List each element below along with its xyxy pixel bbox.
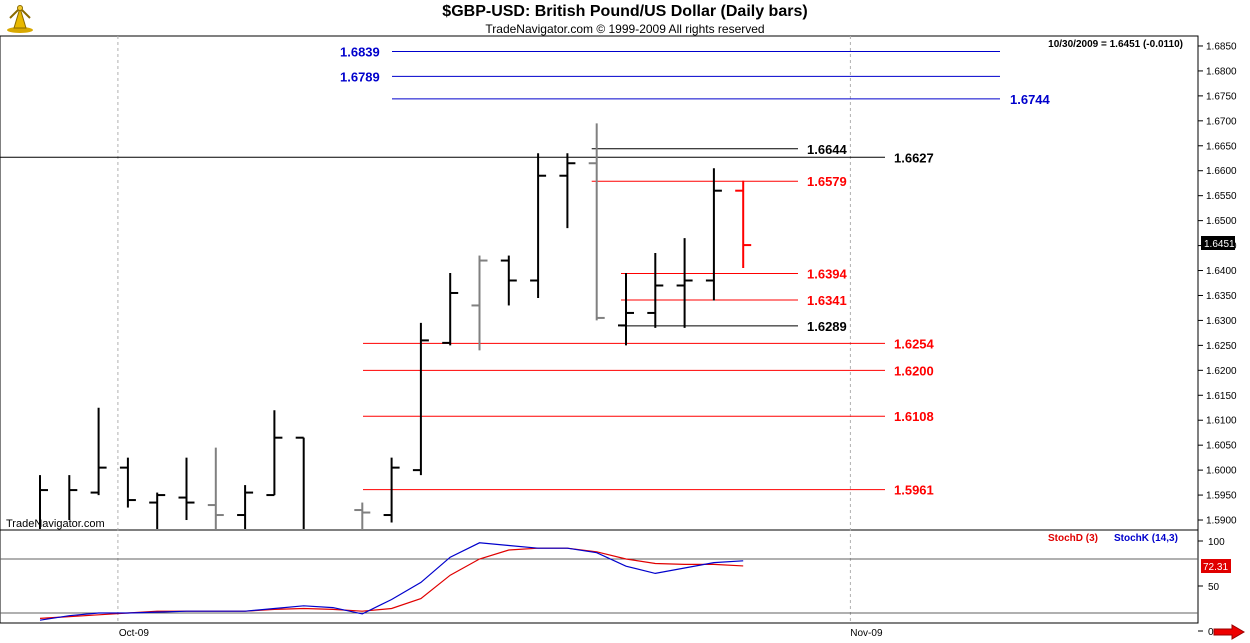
level-label: 1.6644 <box>807 142 848 157</box>
level-label: 1.6789 <box>340 69 380 84</box>
last-quote-label: 10/30/2009 = 1.6451 (-0.0110) <box>1048 39 1183 50</box>
y-tick-label: 1.6550 <box>1206 191 1237 202</box>
stoch-y-tick-label: 100 <box>1208 537 1225 548</box>
levels-layer: 1.6839 1.6789 1.6744 1.6644 1.6627 1.6579 1.63… <box>0 44 1051 498</box>
chart-header: $GBP-USD: British Pound/US Dollar (Daily… <box>0 0 1250 36</box>
stoch-line <box>39 547 744 619</box>
grid-layer <box>0 36 1198 623</box>
y-tick-label: 1.5950 <box>1206 491 1237 502</box>
y-tick-label: 1.6400 <box>1206 266 1237 277</box>
level-label: 1.6254 <box>894 336 935 351</box>
axis-layer: Oct-09 Nov-09 1.6850 1.6800 1.6750 1.6700 1.66… <box>119 41 1237 639</box>
stoch-y-tick-label: 50 <box>1208 582 1220 593</box>
level-label: 1.6627 <box>894 150 934 165</box>
stoch-value-tag: 72.31 <box>1203 562 1228 573</box>
y-tick-label: 1.6150 <box>1206 391 1237 402</box>
watermark: TradeNavigator.com <box>6 518 105 530</box>
y-tick-label: 1.6250 <box>1206 341 1237 352</box>
chart-title: $GBP-USD: British Pound/US Dollar (Daily… <box>442 3 808 20</box>
y-tick-label: 1.6650 <box>1206 141 1237 152</box>
current-price-tag: 1.6451 <box>1204 239 1235 250</box>
y-tick-label: 1.6800 <box>1206 66 1237 77</box>
level-label: 1.6394 <box>807 267 848 282</box>
price-panel-frame <box>0 35 1199 531</box>
y-tick-label: 1.6050 <box>1206 441 1237 452</box>
y-tick-label: 1.6000 <box>1206 466 1237 477</box>
y-tick-label: 1.6100 <box>1206 416 1237 427</box>
chart-subtitle: TradeNavigator.com © 1999-2009 All right… <box>485 22 765 36</box>
red-right-arrow-icon[interactable] <box>1212 624 1246 640</box>
level-label: 1.6341 <box>807 293 847 308</box>
current-price-tag-bg <box>1201 236 1235 250</box>
level-label: 1.6839 <box>340 44 380 59</box>
bars-layer <box>39 123 752 529</box>
stoch-line <box>39 542 744 621</box>
trade-navigator-logo-icon[interactable] <box>4 4 36 34</box>
level-label: 1.6108 <box>894 409 934 424</box>
stoch-layer <box>39 542 744 621</box>
y-tick-label: 1.6600 <box>1206 166 1237 177</box>
y-tick-label: 1.6700 <box>1206 116 1237 127</box>
level-label: 1.6200 <box>894 363 934 378</box>
x-tick-label: Nov-09 <box>850 628 883 639</box>
y-tick-label: 1.6500 <box>1206 216 1237 227</box>
stoch-y-tick-label: 0 <box>1208 627 1214 638</box>
y-tick-label: 1.6750 <box>1206 91 1237 102</box>
x-tick-label: Oct-09 <box>119 628 149 639</box>
stoch-value-tag-bg <box>1201 559 1231 573</box>
level-label: 1.6289 <box>807 319 847 334</box>
level-label: 1.6744 <box>1010 92 1051 107</box>
y-tick-label: 1.6350 <box>1206 291 1237 302</box>
stochastic-panel-frame <box>0 529 1199 624</box>
legend-stoch-d: StochD (3) <box>1048 533 1098 544</box>
y-tick-label: 1.6850 <box>1206 41 1237 52</box>
level-label: 1.5961 <box>894 483 934 498</box>
y-tick-label: 1.6200 <box>1206 366 1237 377</box>
legend-stoch-k: StochK (14,3) <box>1114 533 1178 544</box>
y-tick-label: 1.6300 <box>1206 316 1237 327</box>
level-label: 1.6579 <box>807 174 847 189</box>
y-tick-label: 1.5900 <box>1206 516 1237 527</box>
